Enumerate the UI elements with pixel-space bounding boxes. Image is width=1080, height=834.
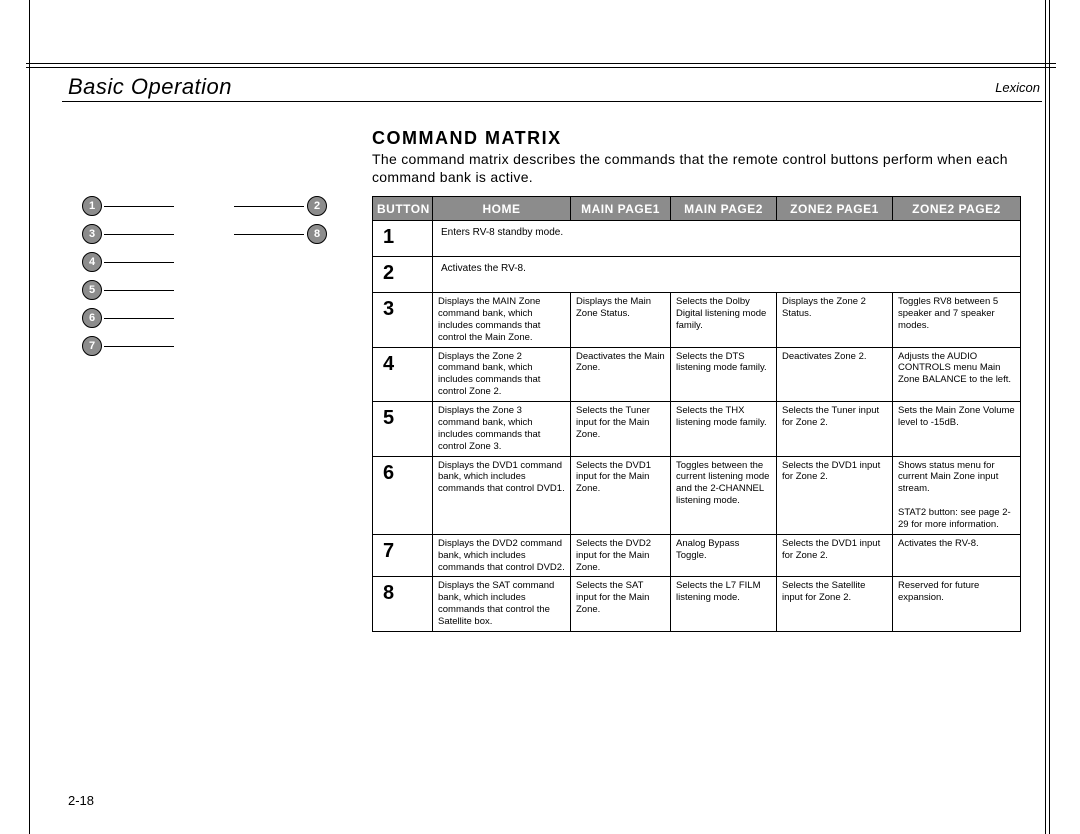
cell-home: Displays the SAT command bank, which inc…	[433, 577, 571, 632]
cell-mp2: Analog Bypass Toggle.	[671, 534, 777, 577]
cell-zp2: Toggles RV8 between 5 speaker and 7 spea…	[893, 293, 1021, 348]
row-number: 6	[373, 456, 433, 534]
cell-mp2: Selects the Dolby Digital listening mode…	[671, 293, 777, 348]
diagram-row: 7	[82, 336, 342, 362]
cell-home: Displays the MAIN Zone command bank, whi…	[433, 293, 571, 348]
cell-mp2: Selects the THX listening mode family.	[671, 402, 777, 457]
table-row: 3Displays the MAIN Zone command bank, wh…	[373, 293, 1021, 348]
frame-line-left	[29, 0, 30, 834]
cell-zp2: Shows status menu for current Main Zone …	[893, 456, 1021, 534]
col-header-main-page1: MAIN PAGE1	[571, 197, 671, 221]
cell-zp1: Selects the DVD1 input for Zone 2.	[777, 456, 893, 534]
cell-zp2: Adjusts the AUDIO CONTROLS menu Main Zon…	[893, 347, 1021, 402]
diagram-line	[104, 318, 174, 319]
col-header-main-page2: MAIN PAGE2	[671, 197, 777, 221]
frame-line-right	[1049, 0, 1050, 834]
diagram-button: 2	[307, 196, 327, 216]
diagram-row: 1 2	[82, 196, 342, 222]
header-underline	[62, 101, 1042, 102]
diagram-line	[234, 206, 304, 207]
cell-zp2: Activates the RV-8.	[893, 534, 1021, 577]
row-number: 2	[373, 257, 433, 293]
col-header-zone2-page2: ZONE2 PAGE2	[893, 197, 1021, 221]
cell-home: Displays the DVD2 command bank, which in…	[433, 534, 571, 577]
cell-mp1: Selects the SAT input for the Main Zone.	[571, 577, 671, 632]
cell-zp1: Displays the Zone 2 Status.	[777, 293, 893, 348]
cell-home: Displays the Zone 2 command bank, which …	[433, 347, 571, 402]
diagram-button: 6	[82, 308, 102, 328]
table-row: 2Activates the RV-8.	[373, 257, 1021, 293]
row-number: 4	[373, 347, 433, 402]
diagram-line	[104, 346, 174, 347]
frame-line-top-outer	[26, 63, 1056, 64]
cell-mp1: Selects the Tuner input for the Main Zon…	[571, 402, 671, 457]
table-row: 1Enters RV-8 standby mode.	[373, 221, 1021, 257]
col-header-home: HOME	[433, 197, 571, 221]
cell-zp1: Selects the Tuner input for Zone 2.	[777, 402, 893, 457]
intro-paragraph: The command matrix describes the command…	[372, 150, 1012, 186]
row-number: 3	[373, 293, 433, 348]
diagram-button: 3	[82, 224, 102, 244]
frame-line-right-inner	[1045, 0, 1046, 834]
diagram-button: 4	[82, 252, 102, 272]
diagram-row: 6	[82, 308, 342, 334]
table-row: 6Displays the DVD1 command bank, which i…	[373, 456, 1021, 534]
section-title: COMMAND MATRIX	[372, 128, 562, 149]
cell-home: Displays the DVD1 command bank, which in…	[433, 456, 571, 534]
cell-mp1: Selects the DVD1 input for the Main Zone…	[571, 456, 671, 534]
row-number: 5	[373, 402, 433, 457]
diagram-button: 7	[82, 336, 102, 356]
cell-mp2: Toggles between the current listening mo…	[671, 456, 777, 534]
row-description: Activates the RV-8.	[433, 257, 1021, 293]
table-row: 5Displays the Zone 3 command bank, which…	[373, 402, 1021, 457]
row-number: 1	[373, 221, 433, 257]
cell-zp2: Reserved for future expansion.	[893, 577, 1021, 632]
col-header-zone2-page1: ZONE2 PAGE1	[777, 197, 893, 221]
diagram-row: 3 8	[82, 224, 342, 250]
page-number: 2-18	[68, 793, 94, 808]
cell-mp2: Selects the L7 FILM listening mode.	[671, 577, 777, 632]
cell-home: Displays the Zone 3 command bank, which …	[433, 402, 571, 457]
diagram-line	[234, 234, 304, 235]
remote-button-diagram: 1 2 3 8 4 5 6 7	[82, 196, 342, 364]
diagram-line	[104, 262, 174, 263]
diagram-button: 1	[82, 196, 102, 216]
frame-line-top-inner	[26, 67, 1056, 68]
row-number: 7	[373, 534, 433, 577]
diagram-button: 5	[82, 280, 102, 300]
cell-mp1: Selects the DVD2 input for the Main Zone…	[571, 534, 671, 577]
cell-zp2: Sets the Main Zone Volume level to -15dB…	[893, 402, 1021, 457]
cell-mp1: Deactivates the Main Zone.	[571, 347, 671, 402]
cell-zp1: Deactivates Zone 2.	[777, 347, 893, 402]
row-number: 8	[373, 577, 433, 632]
table-header-row: BUTTON HOME MAIN PAGE1 MAIN PAGE2 ZONE2 …	[373, 197, 1021, 221]
table-row: 7Displays the DVD2 command bank, which i…	[373, 534, 1021, 577]
cell-zp1: Selects the Satellite input for Zone 2.	[777, 577, 893, 632]
diagram-button: 8	[307, 224, 327, 244]
header-brand: Lexicon	[995, 80, 1040, 95]
row-description: Enters RV-8 standby mode.	[433, 221, 1021, 257]
diagram-row: 5	[82, 280, 342, 306]
cell-mp1: Displays the Main Zone Status.	[571, 293, 671, 348]
table-row: 8Displays the SAT command bank, which in…	[373, 577, 1021, 632]
table-row: 4Displays the Zone 2 command bank, which…	[373, 347, 1021, 402]
cell-zp1: Selects the DVD1 input for Zone 2.	[777, 534, 893, 577]
cell-mp2: Selects the DTS listening mode family.	[671, 347, 777, 402]
diagram-row: 4	[82, 252, 342, 278]
diagram-line	[104, 234, 174, 235]
col-header-button: BUTTON	[373, 197, 433, 221]
diagram-line	[104, 290, 174, 291]
diagram-line	[104, 206, 174, 207]
header-section-title: Basic Operation	[68, 74, 232, 100]
command-matrix-table: BUTTON HOME MAIN PAGE1 MAIN PAGE2 ZONE2 …	[372, 196, 1021, 632]
